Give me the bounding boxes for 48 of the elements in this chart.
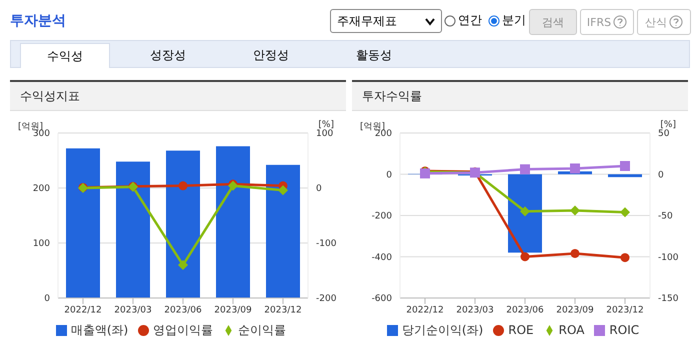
text: 수익성 bbox=[20, 43, 110, 68]
text: IFRS bbox=[580, 9, 634, 35]
y-tick-label: -200 bbox=[372, 212, 392, 222]
legend-label: ROA bbox=[558, 323, 584, 337]
y2-tick-label: -100 bbox=[658, 252, 679, 263]
legend-label: 영업이익률 bbox=[153, 323, 214, 337]
text: 산식 bbox=[637, 9, 691, 35]
chart-title: 수익성지표 bbox=[10, 82, 346, 111]
x-tick-label: 2023/03 bbox=[114, 305, 152, 316]
y2-tick-label: -50 bbox=[658, 212, 673, 222]
legend-label: 순이익률 bbox=[238, 323, 286, 337]
x-tick-label: 2023/06 bbox=[164, 305, 202, 316]
y2-tick-label: -150 bbox=[658, 294, 679, 304]
y2-tick-label: -200 bbox=[316, 294, 337, 304]
text: 활동성 bbox=[355, 47, 393, 64]
x-tick-label: 2023/12 bbox=[606, 305, 644, 316]
text: 주재무제표 bbox=[330, 9, 442, 33]
y2-tick-label: 0 bbox=[316, 184, 322, 194]
x-tick-label: 2023/12 bbox=[264, 305, 302, 316]
x-tick-label: 2022/12 bbox=[406, 305, 444, 316]
x-tick-label: 2023/03 bbox=[456, 305, 494, 316]
text: 안정성 bbox=[252, 47, 290, 64]
text: 연간 bbox=[458, 12, 482, 29]
legend-label: ROE bbox=[508, 323, 534, 337]
y2-axis-title: [%] bbox=[660, 120, 676, 130]
x-tick-label: 2023/06 bbox=[506, 305, 544, 316]
x-tick-label: 2023/09 bbox=[556, 305, 594, 316]
y2-tick-label: 0 bbox=[658, 170, 664, 180]
legend-label: 당기순이익(좌) bbox=[402, 323, 484, 337]
legend-label: 매출액(좌) bbox=[70, 323, 128, 337]
y2-tick-label: 50 bbox=[658, 129, 670, 140]
text: 검색 bbox=[529, 9, 577, 35]
y-tick-label: 0 bbox=[386, 170, 392, 180]
text: 분기 bbox=[502, 12, 526, 29]
y-tick-label: 200 bbox=[32, 184, 50, 194]
y2-tick-label: 100 bbox=[316, 129, 334, 140]
y-tick-label: -600 bbox=[372, 294, 392, 304]
x-tick-label: 2023/09 bbox=[214, 305, 252, 316]
y2-tick-label: -100 bbox=[316, 239, 337, 250]
text: 투자분석 bbox=[10, 12, 66, 30]
chart-title: 투자수익률 bbox=[352, 82, 688, 111]
y2-axis-title: [%] bbox=[318, 120, 334, 130]
y-tick-label: 100 bbox=[32, 239, 50, 250]
text: 성장성 bbox=[149, 47, 187, 64]
y-tick-label: 0 bbox=[44, 294, 50, 304]
y-tick-label: -400 bbox=[372, 252, 392, 263]
x-tick-label: 2022/12 bbox=[64, 305, 102, 316]
legend-label: ROIC bbox=[609, 323, 640, 337]
